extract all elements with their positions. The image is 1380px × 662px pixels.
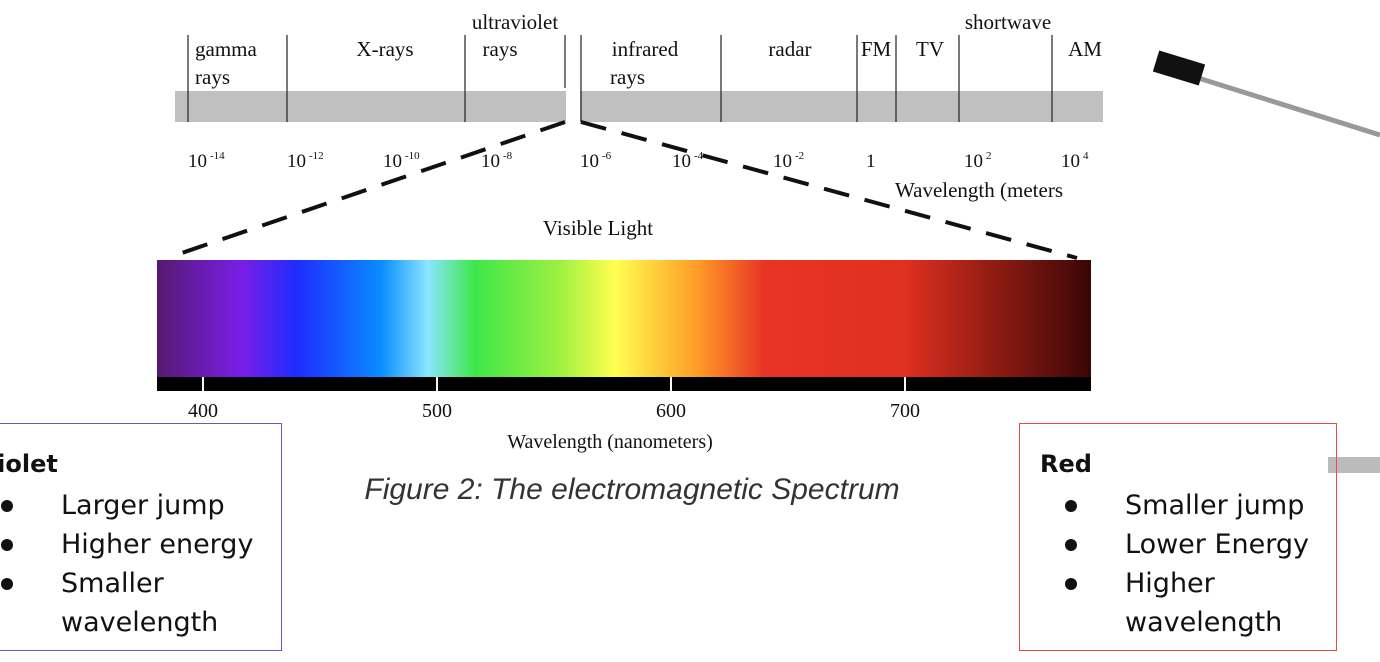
caption: Figure 2: The electromagnetic Spectrum [364, 473, 899, 506]
item-text: Smaller wavelength [61, 568, 219, 638]
exponent: 2 [986, 150, 992, 162]
list-item: Higher wavelength [1065, 564, 1282, 642]
base: 10 [672, 151, 691, 172]
wavelength-label: 10 4 [1061, 150, 1089, 172]
meters-label: Wavelength (meters [895, 178, 1063, 202]
list: Larger jump Higher energy Smaller waveleng… [1, 486, 253, 642]
band-dividers [187, 35, 1053, 122]
list-item: Smaller wavelength [1, 564, 218, 642]
bullet [1, 500, 13, 512]
bullet [1065, 500, 1077, 512]
wavelength-label: 10 -4 [672, 150, 704, 172]
tick-label: 400 [188, 400, 218, 422]
base: 10 [580, 151, 599, 172]
exponent: -8 [503, 150, 513, 162]
bullet [1, 539, 13, 551]
band-label: rays [195, 65, 230, 89]
visible-spectrum [157, 260, 1091, 378]
list: Smaller jump Lower Energy Higher wavelengt… [1065, 486, 1309, 642]
list-item: Lower Energy [1065, 525, 1309, 564]
band-label: infrared [612, 37, 679, 61]
exponent: -14 [210, 150, 225, 162]
red-box: Red Smaller jump Lower Energy Higher wavel… [1019, 423, 1337, 651]
wavelength-label: 10 -12 [287, 150, 324, 172]
list-item: Higher energy [1, 525, 253, 564]
base: 10 [481, 151, 500, 172]
band-label: gamma [195, 37, 257, 61]
violet-box: Violet Larger jump Higher energy Smaller w… [0, 423, 282, 651]
base: 10 [383, 151, 402, 172]
exponent: -12 [309, 150, 324, 162]
wavelength-label: 10 2 [964, 150, 992, 172]
base: 10 [1061, 151, 1080, 172]
tick-label: 700 [890, 400, 920, 422]
zoom-lines [172, 120, 1078, 260]
item-text: Smaller jump [1125, 490, 1305, 521]
exponent: -10 [405, 150, 420, 162]
tick-label: 600 [656, 400, 686, 422]
wavelength-label: 10 -10 [383, 150, 420, 172]
band-label: shortwave [965, 10, 1051, 34]
em-band [175, 91, 1103, 122]
wavelength-label: 10 -14 [188, 150, 225, 172]
item-text: Higher wavelength [1125, 568, 1283, 638]
visible-title: Visible Light [543, 216, 653, 240]
exponent: 4 [1083, 150, 1089, 162]
base: 10 [287, 151, 306, 172]
bullet [1, 578, 13, 590]
bullet [1065, 539, 1077, 551]
item-text: Higher energy [61, 529, 254, 560]
wavelength-label: 10 -6 [580, 150, 612, 172]
list-item: Smaller jump [1065, 486, 1304, 525]
box-title: Violet [0, 450, 58, 478]
item-text: Lower Energy [1125, 529, 1309, 560]
base: 10 [964, 151, 983, 172]
bullet [1065, 578, 1077, 590]
band-label: rays [610, 65, 645, 89]
wavelength-label: 1 [866, 151, 876, 172]
exponent: -4 [694, 150, 704, 162]
item-text: Larger jump [61, 490, 225, 521]
list-item: Larger jump [1, 486, 225, 525]
box-title: Red [1040, 450, 1092, 478]
base: 10 [188, 151, 207, 172]
gap [566, 88, 580, 128]
wavelength-label: 10 -8 [481, 150, 513, 172]
decoration-bar [1328, 457, 1380, 473]
band-label: X-rays [356, 37, 413, 61]
band-label: TV [916, 37, 944, 61]
band-label: ultraviolet [472, 10, 558, 34]
tick-label: 500 [422, 400, 452, 422]
base: 1 [866, 151, 876, 172]
nm-scale [157, 377, 1091, 391]
exponent: -6 [602, 150, 612, 162]
band-label: radar [768, 37, 811, 61]
wavelength-label: 10 -2 [773, 150, 804, 172]
exponent: -2 [795, 150, 804, 162]
nm-label: Wavelength (nanometers) [507, 431, 713, 453]
band-label: FM [861, 37, 892, 61]
band-label: AM [1068, 37, 1102, 61]
base: 10 [773, 151, 792, 172]
probe [1152, 50, 1206, 86]
band-label: rays [483, 37, 518, 61]
